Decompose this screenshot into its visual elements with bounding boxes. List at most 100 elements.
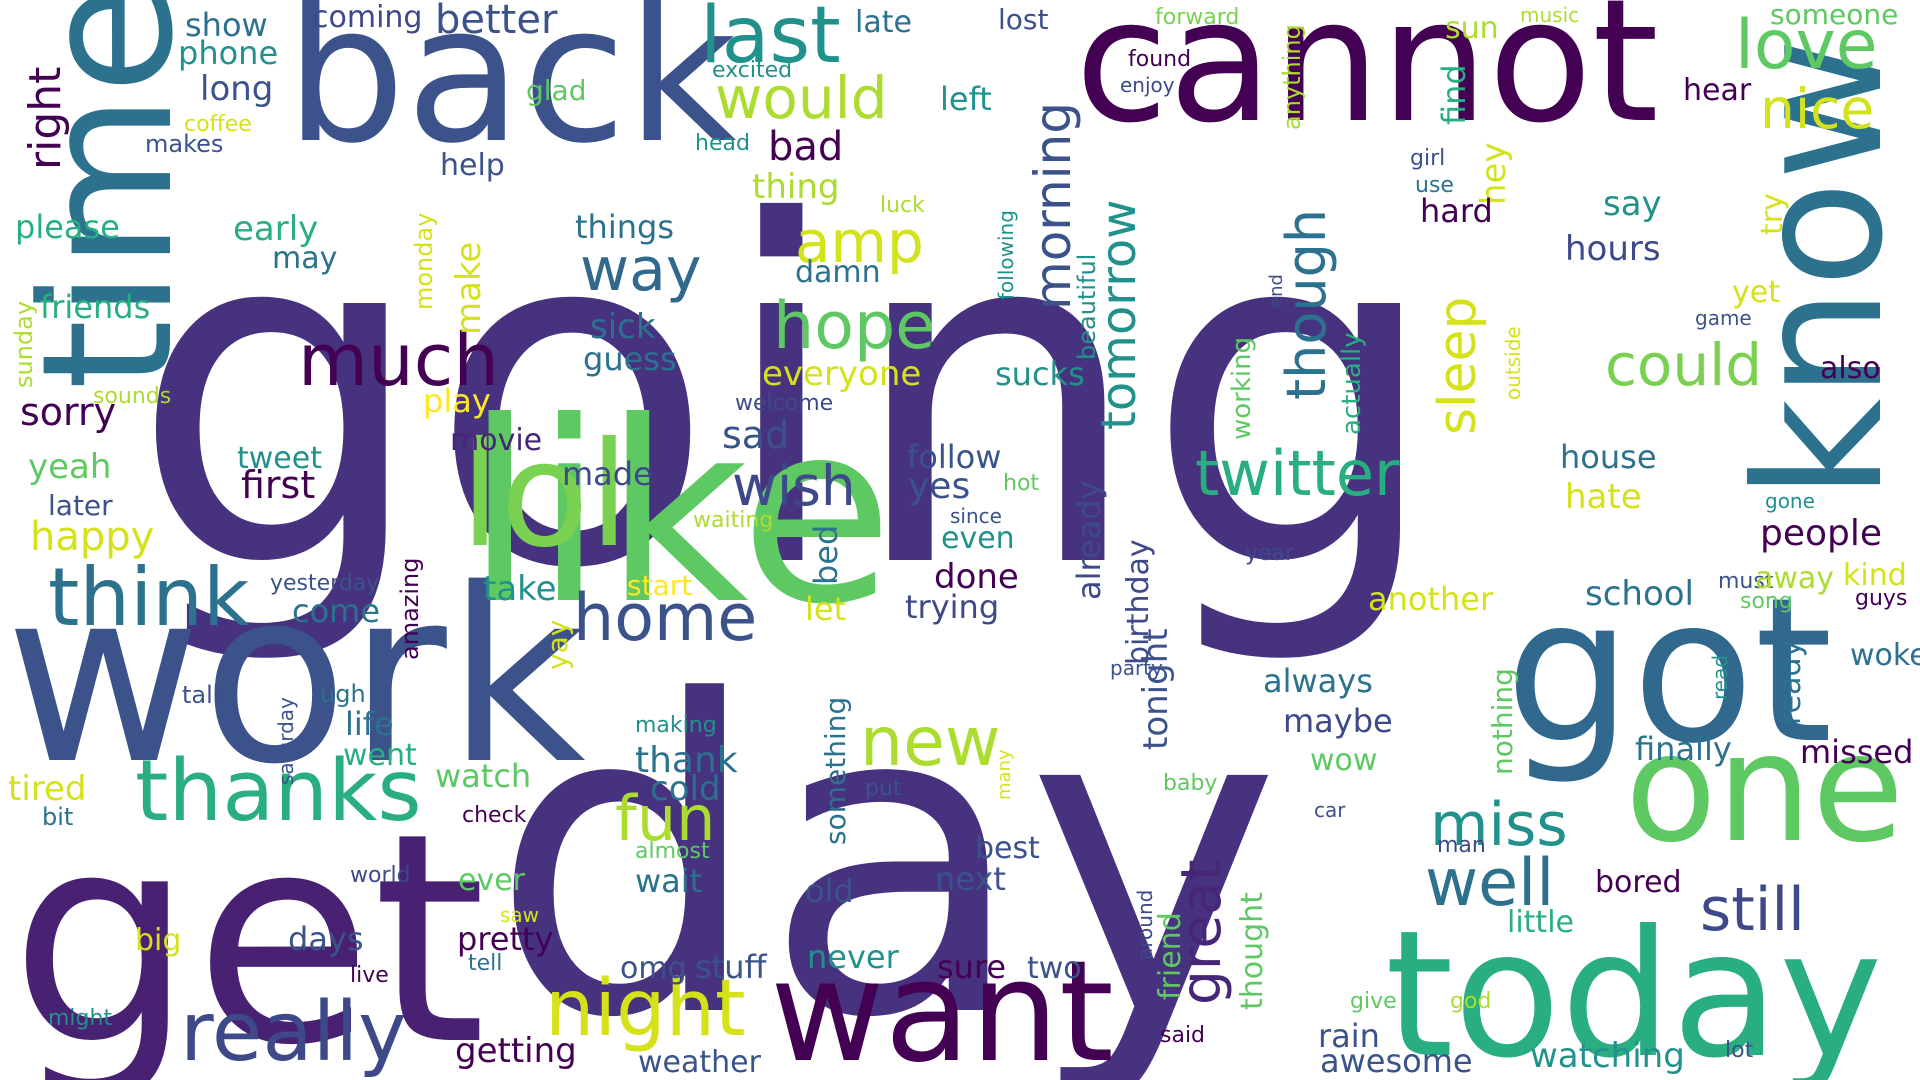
word-coming: coming <box>312 0 422 35</box>
word-long: long <box>200 69 273 109</box>
word-wow: wow <box>1310 743 1377 778</box>
word-said: said <box>1160 1023 1205 1048</box>
word-yeah: yeah <box>28 447 111 487</box>
word-love: love <box>1735 6 1878 85</box>
word-please: please <box>15 208 120 246</box>
word-woke: woke <box>1850 638 1920 673</box>
word-way: way <box>580 235 701 305</box>
word-done: done <box>934 557 1019 597</box>
word-yes: yes <box>908 466 970 507</box>
word-days: days <box>288 920 364 958</box>
word-life: life <box>345 705 394 743</box>
word-day: day <box>490 612 1281 1080</box>
word-say: say <box>1603 184 1662 224</box>
word-someone: someone <box>1770 0 1898 31</box>
word-monday: monday <box>410 213 438 310</box>
word-get: get <box>10 772 486 1080</box>
word-song: song <box>1740 589 1793 614</box>
word-always: always <box>1263 662 1373 700</box>
word-today: today <box>1385 894 1883 1080</box>
word-hope: hope <box>773 289 935 364</box>
word-luck: luck <box>880 193 925 218</box>
word-play: play <box>423 382 491 420</box>
word-yet: yet <box>1732 275 1780 310</box>
word-sucks: sucks <box>995 355 1085 393</box>
word-world: world <box>350 863 411 888</box>
word-another: another <box>1368 580 1494 618</box>
word-best: best <box>975 831 1040 866</box>
word-got: got <box>1505 555 1833 788</box>
word-hate: hate <box>1565 477 1642 517</box>
word-house: house <box>1560 438 1657 476</box>
word-saturday: saturday <box>274 697 298 785</box>
word-maybe: maybe <box>1283 702 1393 740</box>
word-thing: thing <box>752 167 839 207</box>
word-kind: kind <box>1843 558 1907 593</box>
word-take: take <box>483 569 557 609</box>
word-glad: glad <box>526 74 586 107</box>
word-actually: actually <box>1337 332 1367 435</box>
word-put: put <box>865 776 902 801</box>
word-working: working <box>1227 337 1257 440</box>
word-cold: cold <box>650 769 721 809</box>
word-tweet: tweet <box>237 441 322 476</box>
word-many: many <box>994 749 1015 800</box>
word-one: one <box>1625 702 1904 876</box>
word-found: found <box>1128 47 1191 72</box>
word-even: even <box>941 521 1015 556</box>
word-tonight: tonight <box>1136 628 1176 750</box>
word-fun: fun <box>615 782 715 855</box>
word-baby: baby <box>1163 771 1217 796</box>
word-cannot: cannot <box>1075 0 1659 161</box>
word-car: car <box>1314 798 1346 822</box>
word-omg: omg <box>620 951 687 986</box>
word-sounds: sounds <box>93 384 171 409</box>
word-might: might <box>48 1006 112 1031</box>
word-wait: wait <box>635 862 702 900</box>
word-nothing: nothing <box>1486 668 1519 775</box>
word-hours: hours <box>1565 229 1661 269</box>
word-getting: getting <box>455 1031 577 1071</box>
word-yay: yay <box>541 620 574 670</box>
word-lol: lol <box>460 411 629 580</box>
word-already: already <box>1070 481 1108 601</box>
word-man: man <box>1437 833 1486 858</box>
word-yesterday: yesterday <box>270 571 379 596</box>
word-new: new <box>860 703 1001 782</box>
word-amp: amp <box>795 208 924 276</box>
word-sun: sun <box>1445 11 1499 46</box>
word-end: end <box>1266 274 1287 308</box>
word-make: make <box>449 242 489 335</box>
word-better: better <box>435 0 558 43</box>
word-left: left <box>940 80 992 118</box>
word-movie: movie <box>450 423 542 458</box>
word-also: also <box>1820 351 1881 386</box>
word-things: things <box>575 208 674 246</box>
word-though: though <box>1275 209 1338 400</box>
word-would: would <box>715 64 888 132</box>
word-first: first <box>241 463 315 507</box>
word-want: want <box>770 931 1114 1080</box>
word-watch: watch <box>435 757 531 795</box>
word-like: like <box>465 368 894 659</box>
word-bit: bit <box>42 803 73 831</box>
word-lost: lost <box>998 3 1048 36</box>
word-wish: wish <box>732 454 856 518</box>
word-home: home <box>573 581 757 656</box>
word-let: let <box>805 590 846 628</box>
word-work: work <box>5 537 586 817</box>
word-big: big <box>135 923 181 958</box>
word-people: people <box>1760 513 1882 554</box>
word-birthday: birthday <box>1121 539 1156 665</box>
word-know: know <box>1719 38 1920 500</box>
word-next: next <box>935 860 1006 898</box>
word-ugh: ugh <box>320 680 366 708</box>
word-old: old <box>805 872 854 910</box>
word-year: year <box>1245 541 1295 566</box>
word-sorry: sorry <box>20 390 116 434</box>
word-talk: talk <box>182 681 227 709</box>
word-around: around <box>1133 890 1157 960</box>
word-time: time <box>4 0 213 390</box>
word-tell: tell <box>468 951 502 976</box>
word-try: try <box>1755 193 1790 235</box>
